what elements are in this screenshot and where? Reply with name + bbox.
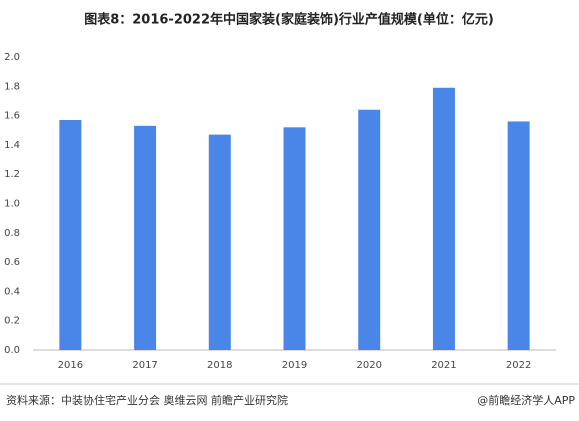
x-tick-label: 2020 — [356, 360, 381, 371]
y-tick-label: 1.6 — [4, 111, 20, 122]
x-tick-label: 2018 — [207, 360, 232, 371]
x-tick-label: 2017 — [132, 360, 157, 371]
y-tick-label: 1.8 — [4, 81, 20, 92]
bar — [208, 134, 231, 350]
y-tick-label: 2.0 — [4, 52, 20, 63]
y-tick-label: 0.6 — [4, 257, 20, 268]
credit: @前瞻经济学人APP — [477, 393, 575, 407]
y-tick-label: 0.2 — [4, 316, 20, 327]
x-tick-label: 2019 — [282, 360, 307, 371]
bar — [283, 127, 306, 350]
y-tick-label: 1.2 — [4, 169, 20, 180]
bar — [507, 121, 530, 351]
y-tick-label: 0.4 — [4, 286, 20, 297]
x-tick-label: 2022 — [506, 360, 531, 371]
bar — [134, 125, 157, 350]
y-tick-label: 1.4 — [4, 140, 20, 151]
bar — [59, 119, 82, 351]
x-tick-label: 2016 — [58, 360, 83, 371]
source: 资料来源：中装协住宅产业分会 奥维云网 前瞻产业研究院 — [6, 393, 288, 407]
x-tick-label: 2021 — [431, 360, 456, 371]
chart-title: 图表8：2016-2022年中国家装(家庭装饰)行业产值规模(单位：亿元) — [84, 12, 494, 28]
y-tick-label: 0.0 — [4, 345, 20, 356]
bar — [358, 109, 381, 351]
y-tick-label: 1.0 — [4, 199, 20, 210]
y-tick-label: 0.8 — [4, 228, 20, 239]
bar — [432, 87, 455, 350]
